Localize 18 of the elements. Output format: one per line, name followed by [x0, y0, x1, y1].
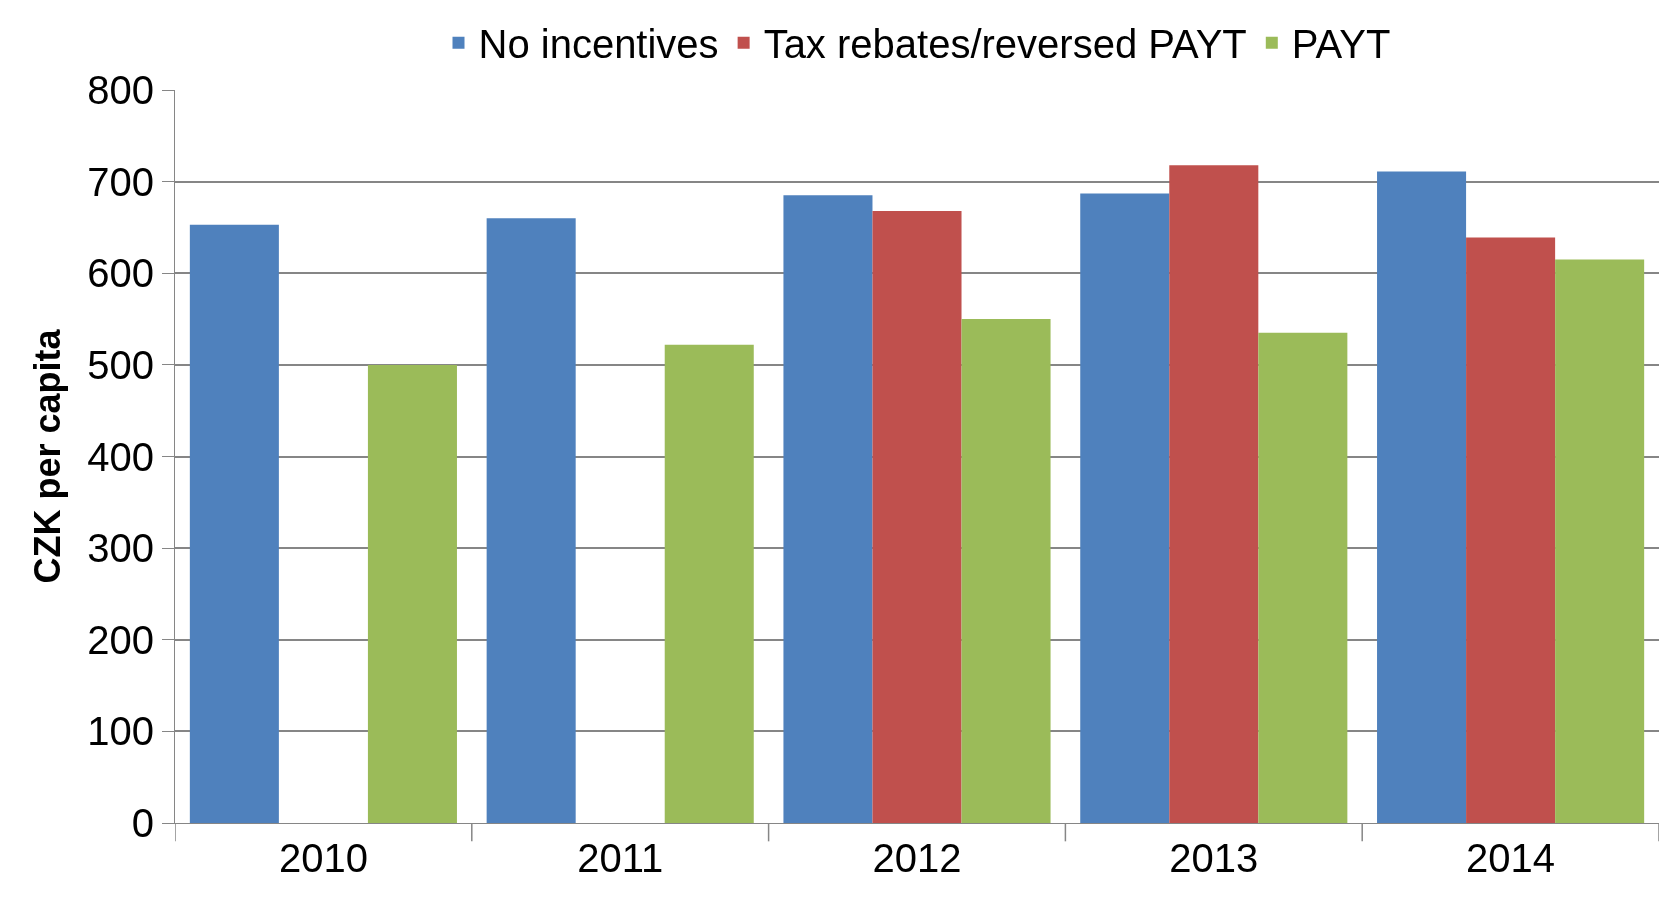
- legend-label: No incentives: [478, 22, 719, 67]
- y-tick-label: 100: [87, 709, 154, 754]
- x-tick-label: 2010: [278, 836, 368, 880]
- x-tick-label: 2014: [1466, 836, 1556, 880]
- y-tick-label: 600: [87, 251, 154, 296]
- y-tick-label: 400: [87, 434, 154, 479]
- y-tick-label: 300: [87, 526, 154, 571]
- y-axis-title: CZK per capita: [27, 328, 69, 584]
- legend-label: PAYT: [1291, 22, 1391, 67]
- y-tick-label: 800: [87, 68, 154, 112]
- legend-label: Tax rebates/reversed PAYT: [763, 22, 1247, 67]
- y-tick-label: 700: [87, 159, 154, 204]
- x-tick-label: 2013: [1169, 836, 1259, 880]
- y-tick-label: 0: [131, 801, 154, 845]
- y-tick-label: 200: [87, 617, 154, 662]
- y-tick-label: 500: [87, 342, 154, 387]
- x-tick-label: 2011: [577, 836, 664, 880]
- x-tick-label: 2012: [872, 836, 962, 880]
